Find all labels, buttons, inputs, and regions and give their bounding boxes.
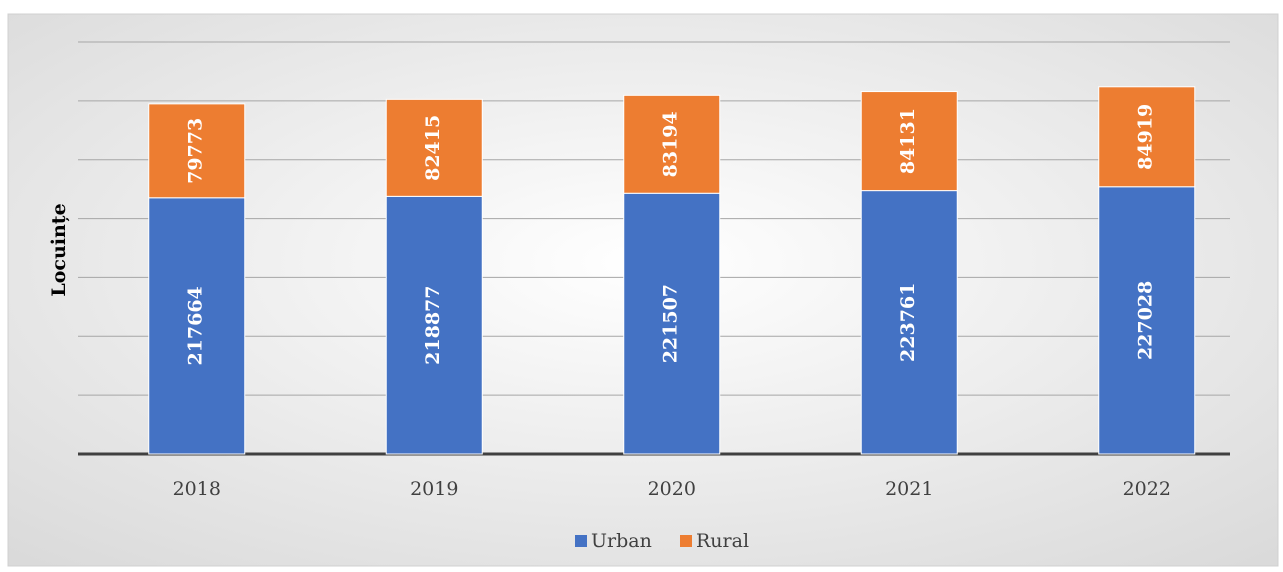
x-tick-label: 2018 [173, 478, 221, 500]
legend-label: Urban [591, 530, 652, 552]
data-label: 82415 [422, 115, 444, 181]
bar-segment [860, 190, 958, 455]
y-axis-label: Locuințe [48, 203, 70, 296]
legend-label: Rural [696, 530, 749, 552]
bar-segment [148, 103, 246, 199]
legend-swatch [680, 535, 692, 547]
data-label: 79773 [185, 118, 207, 184]
data-label: 223761 [897, 283, 919, 362]
data-label: 83194 [660, 111, 682, 177]
bar-segment [148, 197, 246, 455]
bar-segment [623, 94, 721, 194]
data-label: 221507 [660, 284, 682, 363]
bar-segment [385, 98, 483, 197]
bar-segment [860, 91, 958, 192]
bar-segment [1098, 86, 1196, 188]
data-label: 218877 [422, 286, 444, 365]
data-label: 217664 [185, 286, 207, 365]
x-tick-label: 2019 [410, 478, 458, 500]
data-label: 84919 [1135, 104, 1157, 170]
legend-swatch [575, 535, 587, 547]
bar-segment [385, 195, 483, 455]
data-label: 84131 [897, 108, 919, 174]
bar-segment [623, 192, 721, 455]
x-tick-label: 2022 [1123, 478, 1171, 500]
x-tick-label: 2020 [648, 478, 696, 500]
x-tick-label: 2021 [885, 478, 933, 500]
bar-segment [1098, 186, 1196, 455]
data-label: 227028 [1135, 281, 1157, 360]
